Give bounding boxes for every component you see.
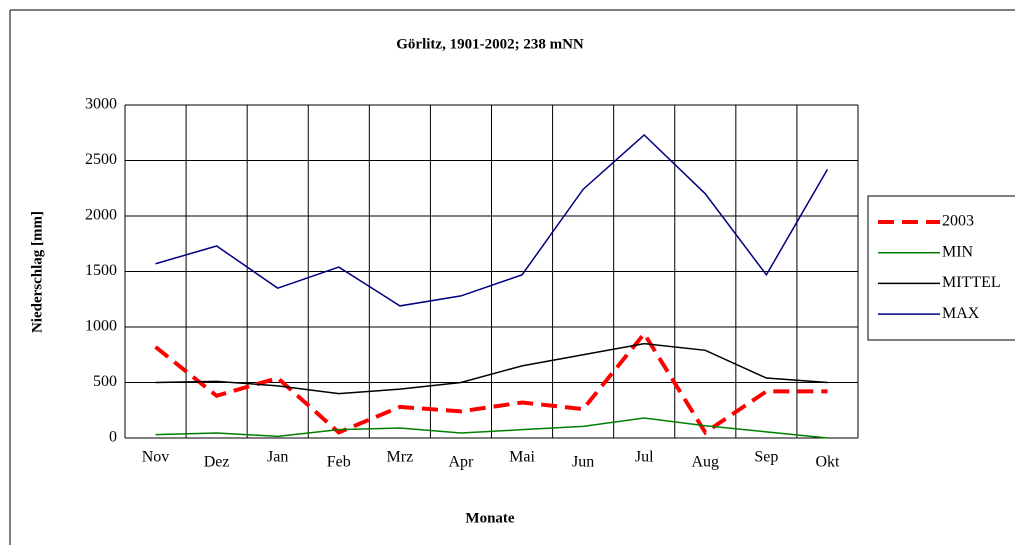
series-line <box>155 133 829 307</box>
chart-title: Görlitz, 1901-2002; 238 mNN <box>396 36 584 52</box>
x-tick-label: Jul <box>635 449 654 466</box>
y-tick-label: 3000 <box>85 96 117 113</box>
x-tick-label: Aug <box>692 454 720 471</box>
x-axis-label: Monate <box>465 510 514 526</box>
legend-label: MIN <box>942 243 974 260</box>
x-tick-label: Jan <box>267 449 288 466</box>
y-axis-label: Niederschlag [mm] <box>29 211 45 333</box>
x-tick-label: Feb <box>327 454 351 471</box>
y-tick-label: 2500 <box>85 151 117 168</box>
legend-label: MAX <box>942 305 980 322</box>
y-tick-label: 1500 <box>85 262 117 279</box>
y-tick-label: 0 <box>109 429 117 446</box>
series-line <box>155 417 828 439</box>
x-tick-label: Dez <box>204 454 230 471</box>
series-line <box>154 330 828 436</box>
y-tick-label: 2000 <box>85 207 117 224</box>
x-tick-label: Sep <box>754 449 778 466</box>
x-tick-label: Mrz <box>387 449 414 466</box>
x-tick-label: Nov <box>142 449 170 466</box>
x-tick-label: Jun <box>572 454 594 471</box>
x-tick-label: Mai <box>509 449 535 466</box>
y-tick-label: 1000 <box>85 318 117 335</box>
legend-label: MITTEL <box>942 274 1001 291</box>
x-tick-label: Okt <box>815 454 840 471</box>
series-line <box>155 342 828 395</box>
x-tick-label: Apr <box>449 454 475 471</box>
y-tick-label: 500 <box>93 373 117 390</box>
legend-label: 2003 <box>942 213 974 230</box>
